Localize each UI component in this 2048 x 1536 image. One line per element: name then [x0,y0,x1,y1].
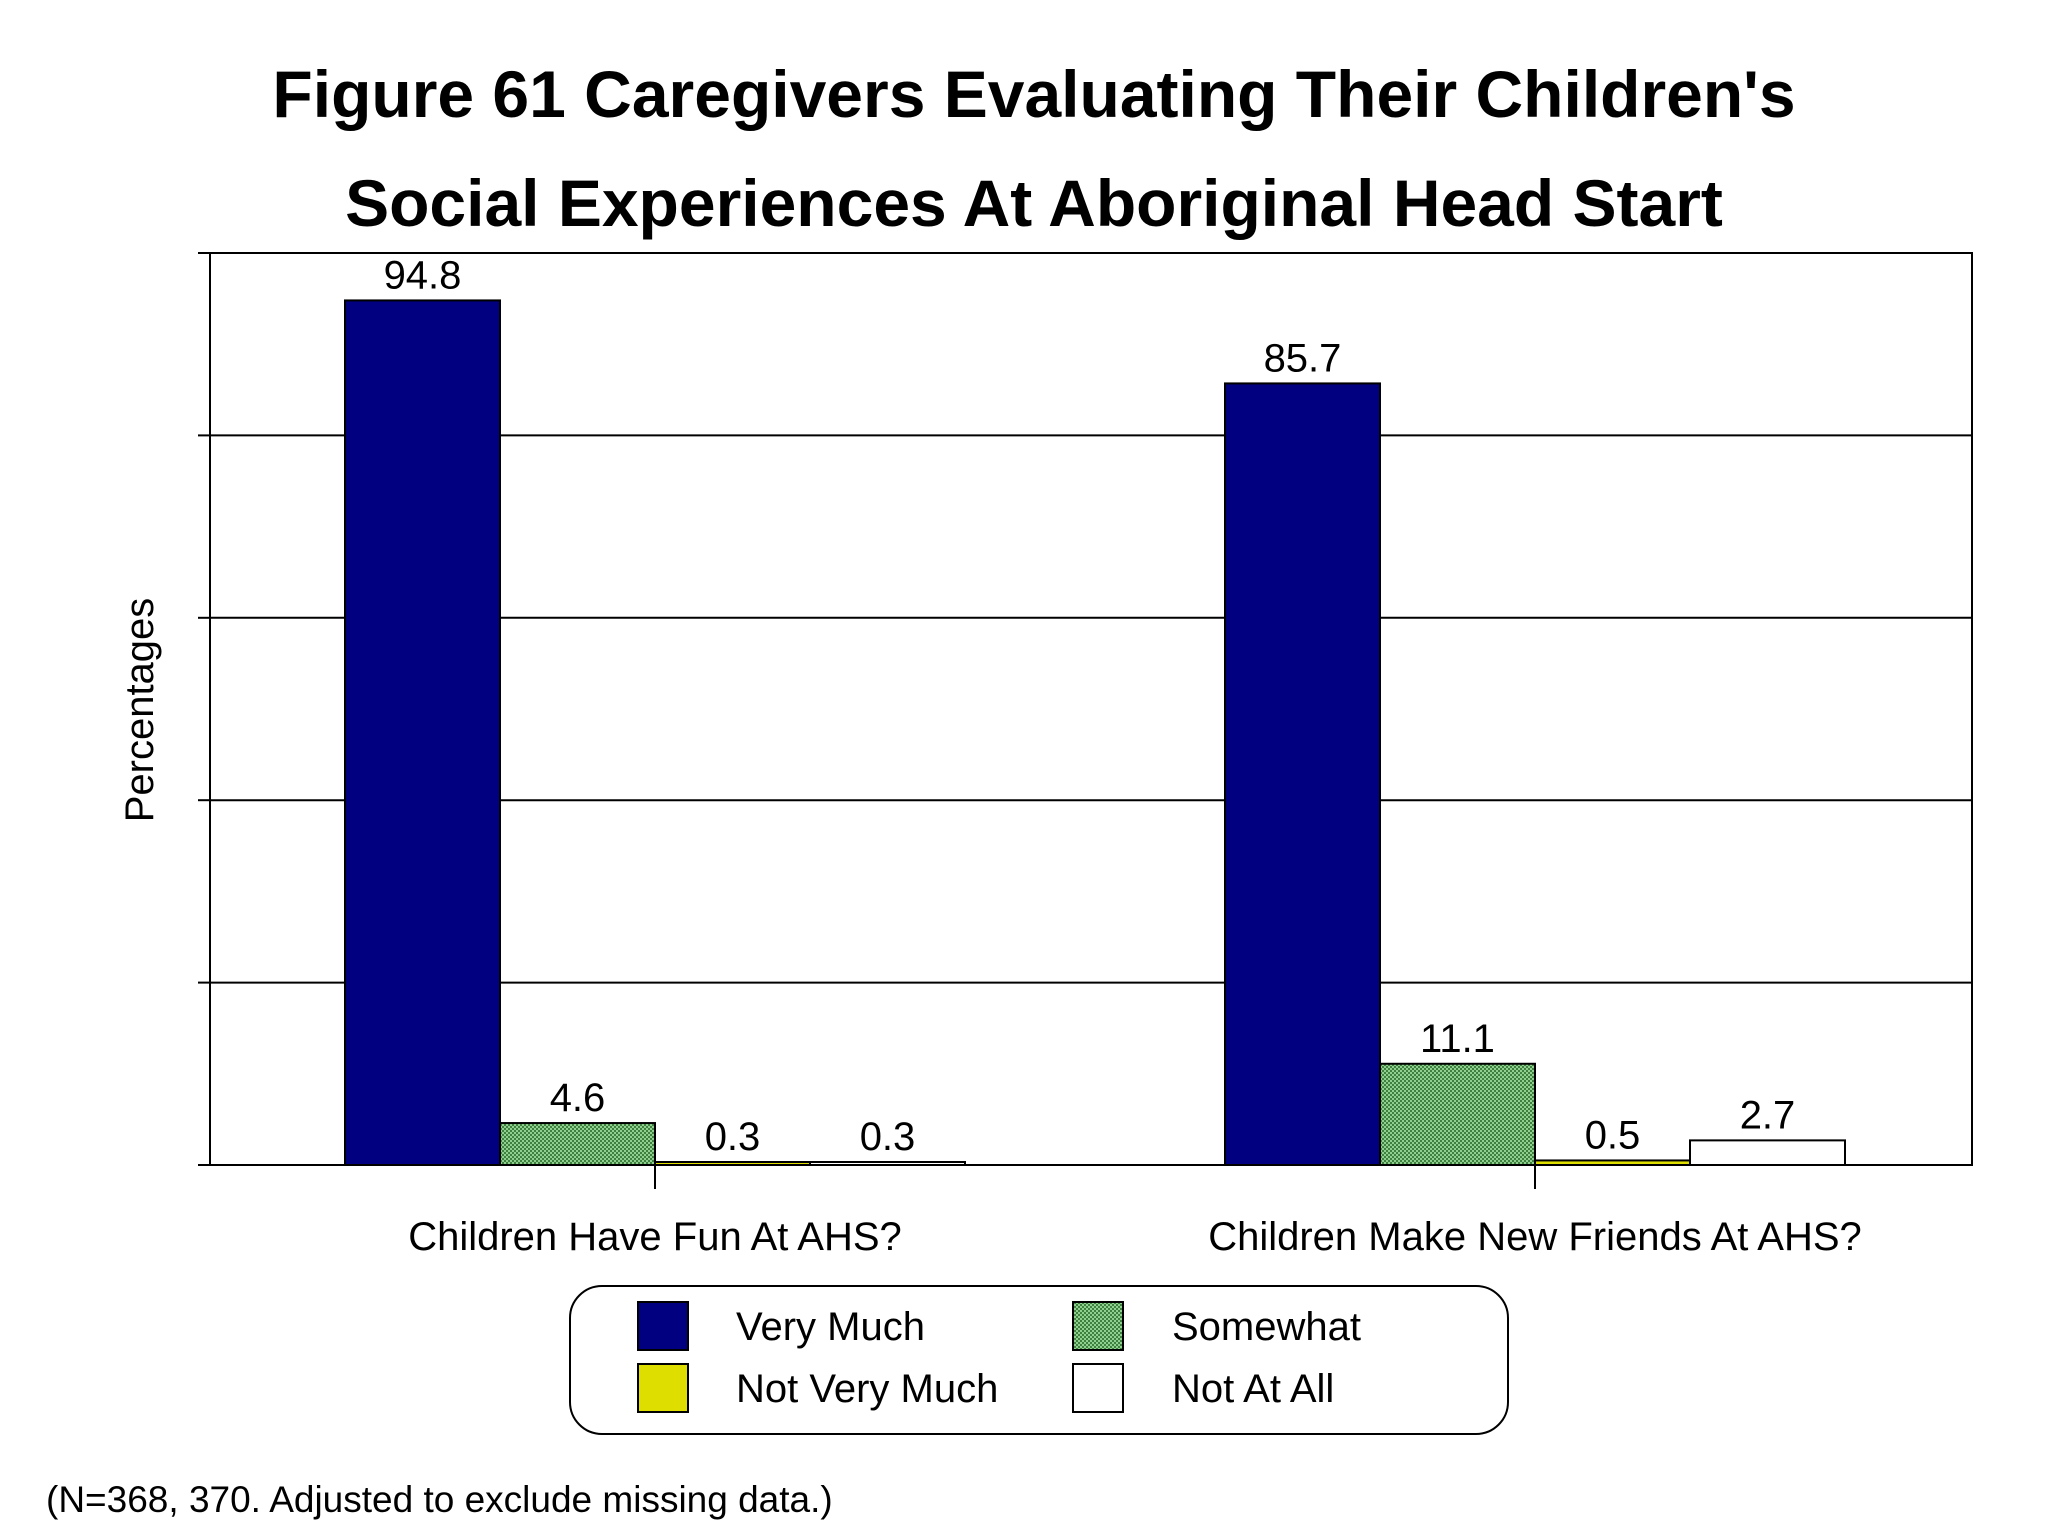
legend-label: Somewhat [1172,1305,1361,1349]
legend-swatch-very-much [637,1301,689,1351]
category-label: Children Make New Friends At AHS? [1208,1215,1862,1259]
bar-very-much-1 [344,299,501,1166]
legend-label: Not Very Much [736,1367,998,1411]
bar-somewhat-1 [499,1122,656,1166]
bar-value-label: 4.6 [550,1076,606,1120]
legend-swatch-somewhat [1072,1301,1124,1351]
bar-value-label: 85.7 [1264,336,1342,380]
y-axis-label: Percentages [118,598,162,823]
bar-value-label: 94.8 [384,253,462,297]
legend-label: Very Much [736,1305,925,1349]
chart-title-line-1: Figure 61 Caregivers Evaluating Their Ch… [272,57,1795,131]
legend-label: Not At All [1172,1367,1334,1411]
legend-swatch-not-at-all [1072,1363,1124,1413]
bar-value-label: 0.3 [705,1115,761,1159]
bar-not-very-much-2 [1534,1159,1691,1166]
bar-value-label: 2.7 [1740,1093,1796,1137]
bar-not-very-much-1 [654,1161,811,1166]
legend-frame [569,1285,1509,1435]
legend: Very Much Somewhat Not Very Much Not At All [569,1285,1509,1435]
bar-value-label: 11.1 [1420,1017,1495,1061]
legend-swatch-not-very-much [637,1363,689,1413]
chart-title-line-2: Social Experiences At Aboriginal Head St… [345,166,1723,240]
bar-value-label: 0.3 [860,1115,916,1159]
bar-not-at-all-2 [1689,1139,1846,1166]
bar-value-label: 0.5 [1585,1113,1641,1157]
bar-not-at-all-1 [809,1161,966,1166]
bar-somewhat-2 [1379,1062,1536,1166]
category-label: Children Have Fun At AHS? [408,1215,902,1259]
footnote: (N=368, 370. Adjusted to exclude missing… [46,1479,833,1520]
bar-very-much-2 [1224,382,1381,1166]
